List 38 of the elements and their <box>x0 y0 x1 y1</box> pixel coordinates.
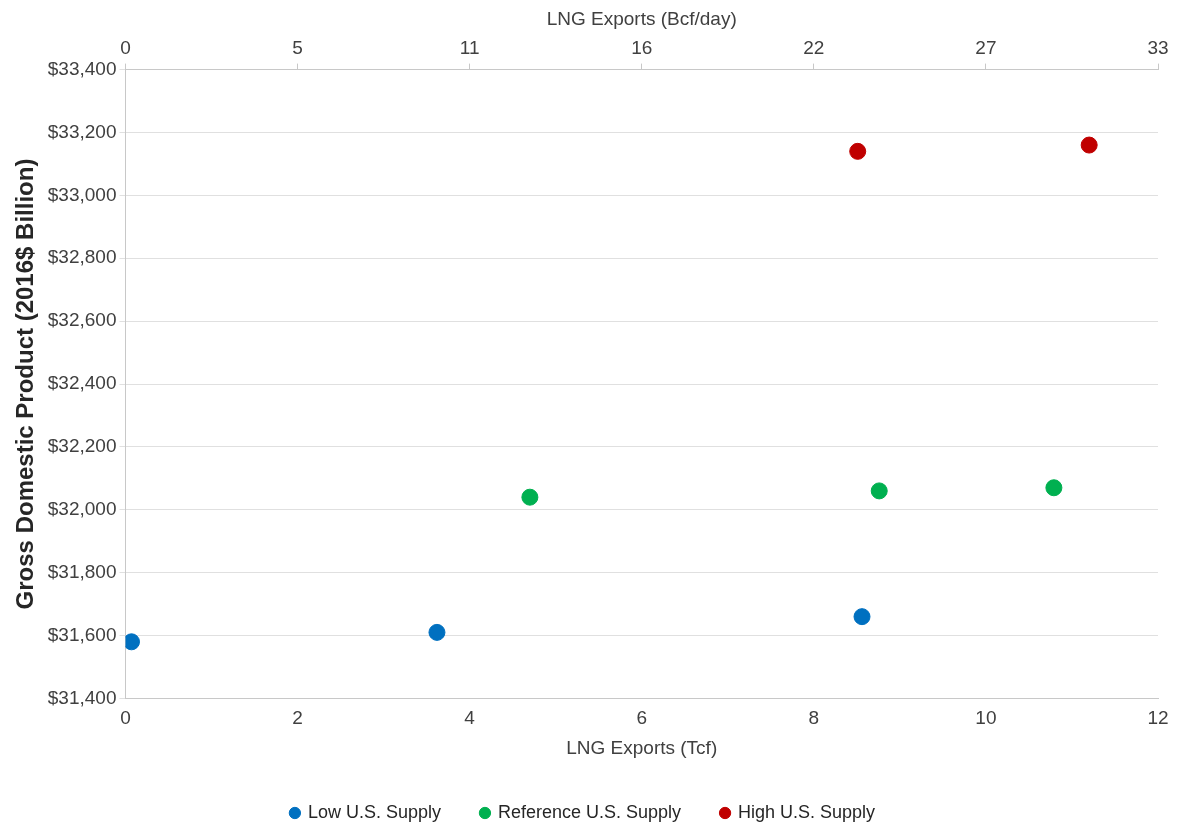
point <box>521 488 539 506</box>
y-tick-label: $32,000 <box>47 497 117 519</box>
y-tick-label: $31,400 <box>47 686 117 708</box>
x-tick-label: 6 <box>636 707 648 729</box>
point <box>1080 136 1098 154</box>
y-axis-title: Gross Domestic Product (2016$ Billion) <box>11 158 39 610</box>
x2-axis-title: LNG Exports (Bcf/day) <box>546 7 737 29</box>
x2-tick-label: 5 <box>292 37 303 59</box>
point <box>428 623 446 641</box>
y-tick-label: $33,000 <box>47 183 117 205</box>
x2-tick-label: 16 <box>631 37 653 59</box>
legend-label: Reference U.S. Supply <box>497 801 682 822</box>
x2-tick-label: 22 <box>803 37 825 59</box>
x-tick-label: 12 <box>1147 707 1169 729</box>
x2-tick-label: 11 <box>459 37 480 59</box>
legend-label: Low U.S. Supply <box>307 801 441 822</box>
y-tick-label: $33,200 <box>47 120 117 142</box>
x-axis-title: LNG Exports (Tcf) <box>566 736 718 758</box>
y-tick-label: $32,800 <box>47 246 117 268</box>
y-tick-label: $32,400 <box>47 372 117 394</box>
x-tick-label: 10 <box>975 707 997 729</box>
y-tick-label: $32,600 <box>47 309 117 331</box>
legend-label: High U.S. Supply <box>738 801 876 822</box>
y-tick-label: $31,800 <box>47 560 117 582</box>
x-tick-label: 8 <box>808 707 820 729</box>
point <box>853 608 871 626</box>
x2-tick-label: 27 <box>975 37 997 59</box>
x-tick-label: 0 <box>120 707 131 729</box>
x-tick-label: 4 <box>464 707 476 729</box>
x2-tick-label: 0 <box>120 37 131 59</box>
y-tick-label: $31,600 <box>47 623 117 645</box>
point <box>1045 479 1063 497</box>
point <box>849 142 867 160</box>
x2-tick-label: 33 <box>1147 37 1169 59</box>
point <box>870 482 888 500</box>
y-tick-label: $33,400 <box>47 57 117 79</box>
x-tick-label: 2 <box>292 707 303 729</box>
y-tick-label: $32,200 <box>47 435 117 457</box>
